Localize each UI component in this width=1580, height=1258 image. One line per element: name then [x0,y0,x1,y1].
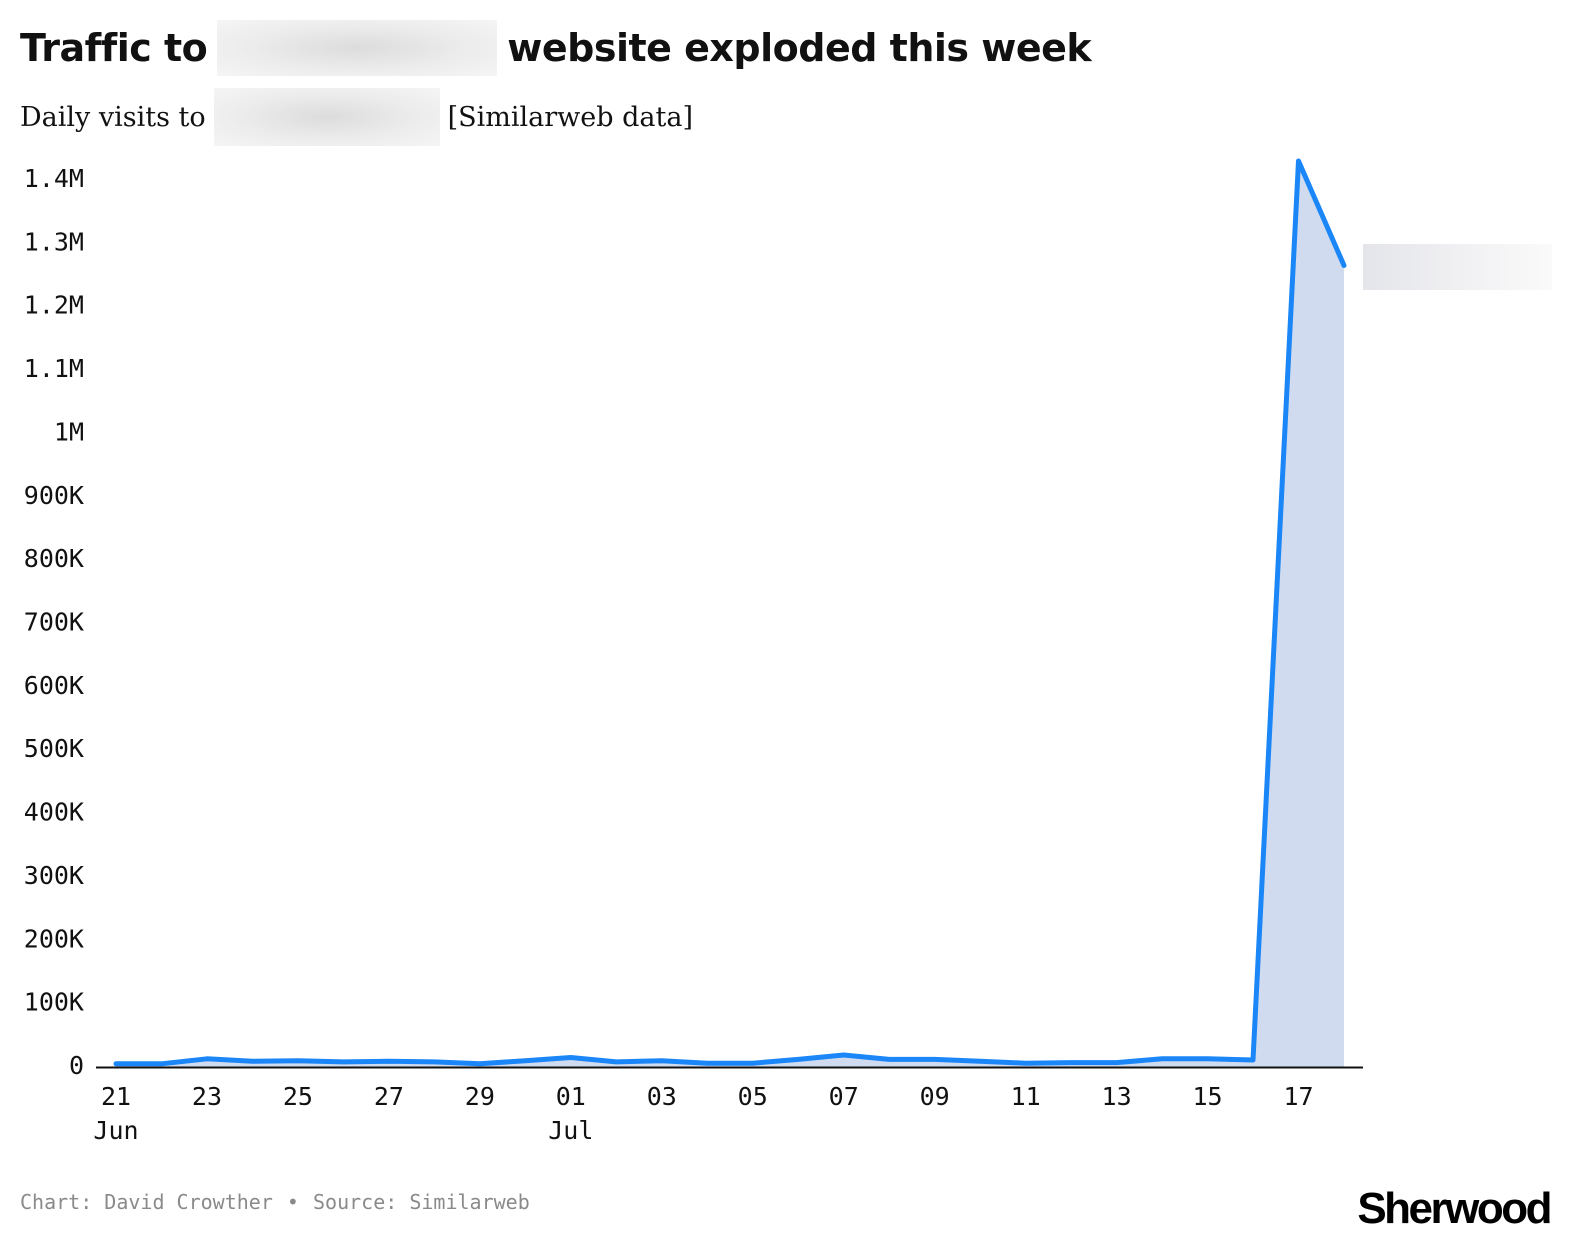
redacted-end-label [1363,244,1552,290]
title-text-start: Traffic to [20,26,208,70]
x-tick-label: 03 [647,1082,677,1111]
y-tick-label: 0 [69,1051,84,1080]
x-tick-label: 11 [1011,1082,1041,1111]
credit-source: Source: Similarweb [313,1190,530,1214]
data-points [113,158,1347,1067]
chart-title: Traffic to website exploded this week [20,18,1092,78]
x-tick-label: 15 [1193,1082,1223,1111]
y-tick-label: 100K [24,988,84,1017]
subtitle-text-end: [Similarweb data] [447,101,693,133]
y-tick-label: 1.3M [24,227,84,256]
x-tick-label: 21 [101,1082,131,1111]
x-tick-label: 01 [556,1082,586,1111]
redacted-title-name [217,20,498,76]
x-tick-month-label: Jul [548,1116,593,1145]
y-tick-label: 300K [24,861,84,890]
y-tick-label: 900K [24,481,84,510]
x-tick-label: 17 [1283,1082,1313,1111]
chart-subtitle: Daily visits to [Similarweb data] [20,88,693,146]
y-tick-label: 1.2M [24,291,84,320]
x-tick-label: 23 [192,1082,222,1111]
y-axis-ticks: 0 100K 200K 300K 400K 500K 600K 700K 800K 900K 1M 1… [24,164,84,1080]
credit-separator: • [286,1190,299,1214]
y-tick-label: 200K [24,924,84,953]
series-line [113,158,1347,1067]
subtitle-text-start: Daily visits to [20,101,206,133]
x-tick-label: 27 [374,1082,404,1111]
chart-credit: Chart: David Crowther • Source: Similarw… [20,1190,530,1214]
credit-author: Chart: David Crowther [20,1190,273,1214]
x-tick-label: 25 [283,1082,313,1111]
y-tick-label: 400K [24,798,84,827]
x-tick-label: 29 [465,1082,495,1111]
x-tick-label: 09 [920,1082,950,1111]
y-tick-label: 700K [24,608,84,637]
x-tick-label: 07 [829,1082,859,1111]
title-text-end: website exploded this week [507,26,1092,70]
x-tick-label: 13 [1102,1082,1132,1111]
x-axis-ticks: 21 Jun 23 25 27 29 01 Jul 03 05 07 09 11 13 15 17 [93,1082,1313,1145]
x-tick-month-label: Jun [93,1116,138,1145]
y-tick-label: 1.4M [24,164,84,193]
y-tick-label: 1.1M [24,354,84,383]
redacted-subtitle-name [213,88,440,146]
y-tick-label: 800K [24,544,84,573]
sherwood-logo: Sherwood [1357,1184,1552,1233]
area-fill [116,161,1344,1067]
x-tick-label: 05 [738,1082,768,1111]
y-tick-label: 1M [54,417,84,446]
y-tick-label: 600K [24,671,84,700]
y-tick-label: 500K [24,734,84,763]
